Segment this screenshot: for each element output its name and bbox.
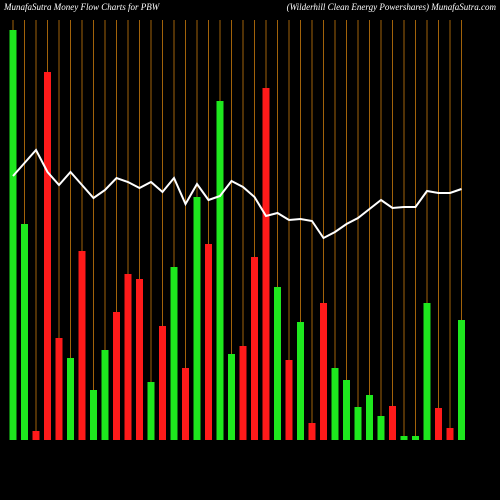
bar [55, 338, 63, 440]
bar [320, 303, 327, 440]
bar [331, 368, 339, 440]
bar [193, 197, 201, 440]
bar [67, 358, 74, 440]
bar [354, 407, 362, 440]
bar [366, 395, 373, 440]
bar [308, 423, 316, 440]
bar [274, 287, 281, 440]
bar [285, 360, 293, 440]
bar [90, 390, 97, 440]
bar [205, 244, 212, 440]
bar [101, 350, 109, 440]
bar [228, 354, 235, 440]
chart-subtitle: (Wilderhill Clean Energy Powershares) Mu… [287, 2, 497, 12]
bar [32, 431, 40, 440]
bar [147, 382, 155, 440]
bar [458, 320, 465, 440]
bar [9, 30, 17, 440]
bar [446, 428, 454, 440]
bar [297, 322, 304, 440]
bar [170, 267, 178, 440]
bar [136, 279, 143, 440]
bar [435, 408, 442, 440]
bar [343, 380, 350, 440]
bar [44, 72, 51, 440]
bar [239, 346, 247, 440]
bar [423, 303, 431, 440]
bar [389, 406, 396, 440]
money-flow-line [12, 148, 462, 240]
bar [78, 251, 86, 440]
bar [251, 257, 258, 440]
bar [216, 101, 224, 440]
bar [412, 436, 419, 440]
bar [400, 436, 408, 440]
bar [262, 88, 270, 440]
chart-title: MunafaSutra Money Flow Charts for PBW [3, 2, 161, 12]
bar [113, 312, 120, 440]
bar [21, 224, 28, 440]
bar [159, 326, 166, 440]
bar [182, 368, 189, 440]
bar [124, 274, 132, 440]
bar [377, 416, 385, 440]
